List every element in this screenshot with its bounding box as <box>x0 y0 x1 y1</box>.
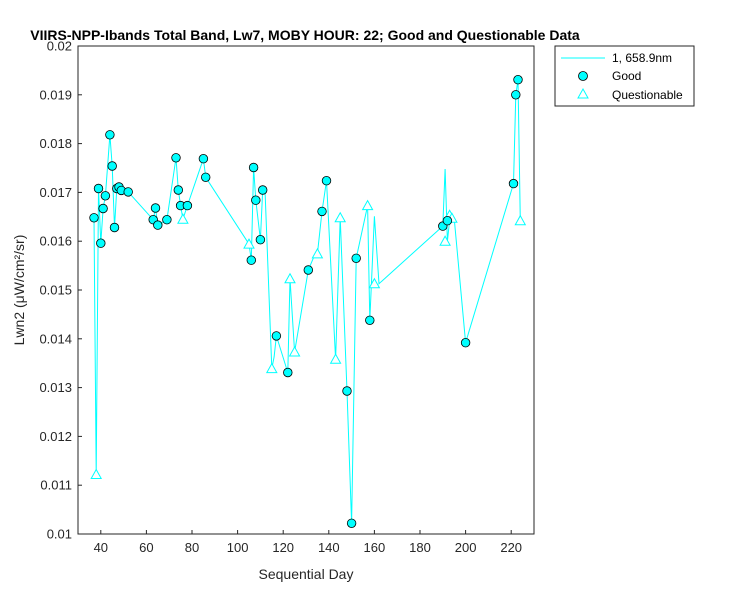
legend-questionable-swatch <box>577 87 589 99</box>
y-tick-label: 0.016 <box>39 234 72 249</box>
good-point <box>442 215 453 226</box>
y-tick-label: 0.014 <box>39 331 72 346</box>
good-point <box>109 222 120 233</box>
x-tick-label: 60 <box>139 540 153 555</box>
questionable-point <box>177 213 189 224</box>
chart-title: VIIRS-NPP-Ibands Total Band, Lw7, MOBY H… <box>30 27 580 43</box>
good-point <box>251 195 261 205</box>
good-point <box>365 315 375 326</box>
legend: 1, 658.9nm Good Questionable <box>554 45 695 107</box>
good-point <box>173 185 184 195</box>
good-point <box>123 187 133 197</box>
good-point <box>89 213 99 223</box>
questionable-point <box>329 353 342 364</box>
good-point <box>200 172 211 183</box>
x-tick-label: 200 <box>455 540 477 555</box>
plot-area <box>77 45 535 535</box>
good-point <box>317 206 327 217</box>
good-point <box>303 265 314 275</box>
good-point <box>198 153 209 164</box>
questionable-point <box>265 362 278 374</box>
x-tick-label: 180 <box>409 540 431 555</box>
questionable-point <box>368 277 381 289</box>
legend-entry-questionable: Questionable <box>612 88 683 102</box>
y-tick-label: 0.011 <box>40 478 72 493</box>
good-point <box>105 130 115 140</box>
good-point <box>246 255 257 265</box>
x-axis-label: Sequential Day <box>259 566 354 582</box>
x-axis-ticks: 40 60 80 100 120 140 160 180 200 220 <box>94 530 522 555</box>
y-axis-label: Lwn2 (μW/cm²/sr) <box>11 235 27 346</box>
questionable-point <box>90 468 103 479</box>
questionable-point <box>284 272 296 284</box>
x-tick-label: 40 <box>94 540 108 555</box>
y-tick-label: 0.013 <box>39 380 72 395</box>
questionable-point <box>361 199 374 211</box>
good-point <box>460 338 471 348</box>
good-point <box>96 238 106 248</box>
good-point <box>248 162 259 173</box>
x-tick-label: 120 <box>272 540 294 555</box>
questionable-point <box>288 345 301 357</box>
good-point <box>508 178 519 189</box>
good-point <box>283 367 293 378</box>
good-point <box>93 183 104 194</box>
y-tick-label: 0.018 <box>39 136 72 151</box>
good-point <box>171 153 181 163</box>
good-point <box>255 234 266 245</box>
good-point <box>351 253 361 263</box>
questionable-point <box>311 247 324 259</box>
x-tick-label: 160 <box>364 540 386 555</box>
legend-entry-good: Good <box>612 69 641 83</box>
good-point <box>98 203 108 214</box>
good-point <box>321 175 332 186</box>
legend-entry-line: 1, 658.9nm <box>612 51 672 65</box>
y-tick-label: 0.017 <box>39 185 72 200</box>
legend-good-swatch <box>578 71 588 81</box>
y-axis-ticks: 0.01 0.011 0.012 0.013 0.014 0.015 0.016 0.017 0… <box>39 39 82 542</box>
good-point <box>150 203 161 213</box>
questionable-point <box>334 211 347 223</box>
x-tick-label: 100 <box>227 540 249 555</box>
good-point <box>162 214 172 225</box>
y-tick-label: 0.02 <box>47 39 72 54</box>
questionable-point <box>439 235 451 246</box>
good-point <box>346 518 357 529</box>
good-markers <box>89 74 523 529</box>
x-tick-label: 140 <box>318 540 340 555</box>
good-point <box>342 386 352 396</box>
x-tick-label: 80 <box>185 540 199 555</box>
questionable-point <box>243 238 255 249</box>
good-point <box>153 220 163 230</box>
questionable-markers <box>90 199 527 479</box>
good-point <box>513 74 523 85</box>
y-tick-label: 0.01 <box>47 527 72 542</box>
y-tick-label: 0.012 <box>39 429 72 444</box>
y-tick-label: 0.015 <box>39 283 72 298</box>
x-tick-label: 220 <box>500 540 522 555</box>
good-point <box>182 200 193 211</box>
good-point <box>107 161 117 171</box>
good-point <box>271 331 282 341</box>
good-point <box>100 191 111 201</box>
good-point <box>258 185 268 195</box>
questionable-point <box>514 214 527 226</box>
good-point <box>511 90 521 100</box>
y-tick-label: 0.019 <box>39 87 72 102</box>
